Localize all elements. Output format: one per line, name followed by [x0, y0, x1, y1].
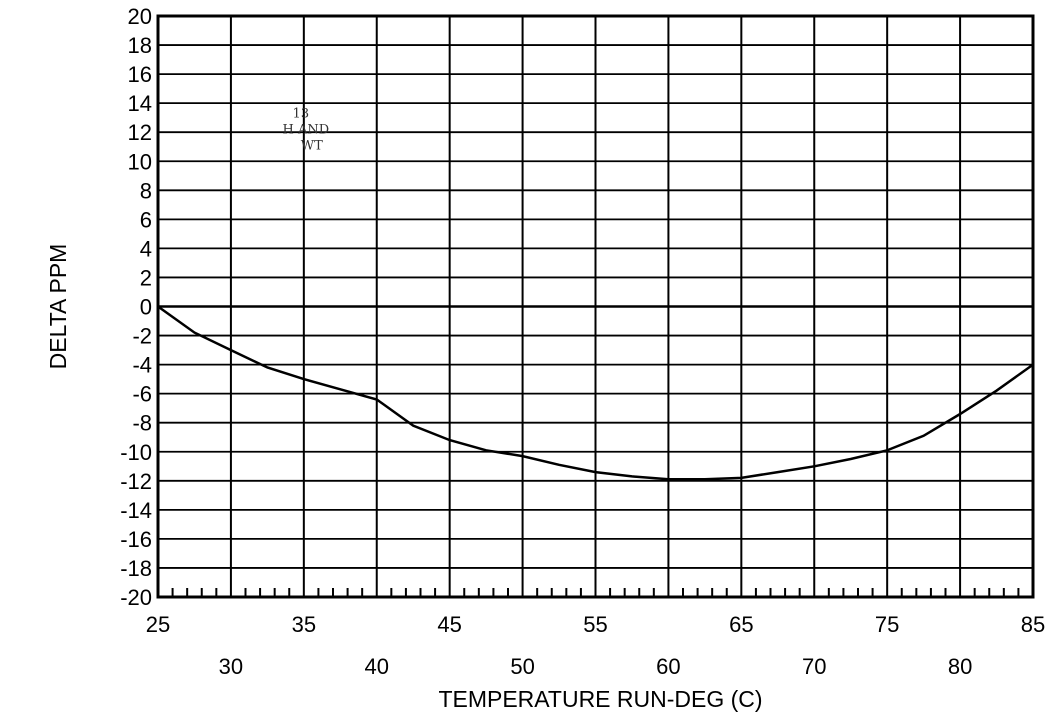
- y-tick-label: -18: [120, 556, 152, 581]
- y-tick-label: -10: [120, 440, 152, 465]
- y-tick-label: -6: [132, 382, 152, 407]
- x-tick-label: 70: [802, 654, 826, 679]
- x-tick-label: 25: [146, 612, 170, 637]
- x-tick-label: 30: [219, 654, 243, 679]
- y-tick-label: -12: [120, 469, 152, 494]
- annotation-line: WT: [301, 139, 323, 154]
- y-tick-label: -8: [132, 411, 152, 436]
- y-tick-label: 6: [140, 207, 152, 232]
- y-tick-label: 2: [140, 265, 152, 290]
- y-tick-label: 16: [128, 62, 152, 87]
- x-tick-label: 45: [437, 612, 461, 637]
- x-tick-label: 35: [292, 612, 316, 637]
- y-tick-label: 8: [140, 178, 152, 203]
- x-tick-label: 85: [1021, 612, 1045, 637]
- y-tick-label: 0: [140, 295, 152, 320]
- y-tick-label: 12: [128, 120, 152, 145]
- annotation-line: 13: [293, 107, 310, 122]
- y-tick-label: 20: [128, 4, 152, 29]
- y-tick-label: 10: [128, 149, 152, 174]
- y-tick-label: -2: [132, 324, 152, 349]
- annotation-line: H AND: [283, 123, 330, 138]
- y-tick-label: 18: [128, 33, 152, 58]
- x-tick-label: 65: [729, 612, 753, 637]
- series-line: [157, 305, 1034, 481]
- x-tick-label: 40: [365, 654, 389, 679]
- y-tick-labels: 20181614121086420-2-4-6-8-10-12-14-16-18…: [120, 4, 152, 610]
- y-tick-label: -14: [120, 498, 152, 523]
- x-axis-label: TEMPERATURE RUN-DEG (C): [438, 686, 762, 712]
- x-tick-labels: 25 35 45 55 65 75 85 30 40 50 60 70 80: [146, 612, 1045, 679]
- x-tick-label: 55: [583, 612, 607, 637]
- y-tick-label: -16: [120, 527, 152, 552]
- y-tick-label: -4: [132, 353, 152, 378]
- x-tick-label: 75: [875, 612, 899, 637]
- grid: [157, 15, 1034, 598]
- y-tick-label: 4: [140, 236, 152, 261]
- x-tick-label: 60: [656, 654, 680, 679]
- y-tick-label: 14: [128, 91, 152, 116]
- y-tick-label: -20: [120, 585, 152, 610]
- x-tick-label: 50: [510, 654, 534, 679]
- x-tick-label: 80: [948, 654, 972, 679]
- y-axis-label: DELTA PPM: [45, 244, 71, 370]
